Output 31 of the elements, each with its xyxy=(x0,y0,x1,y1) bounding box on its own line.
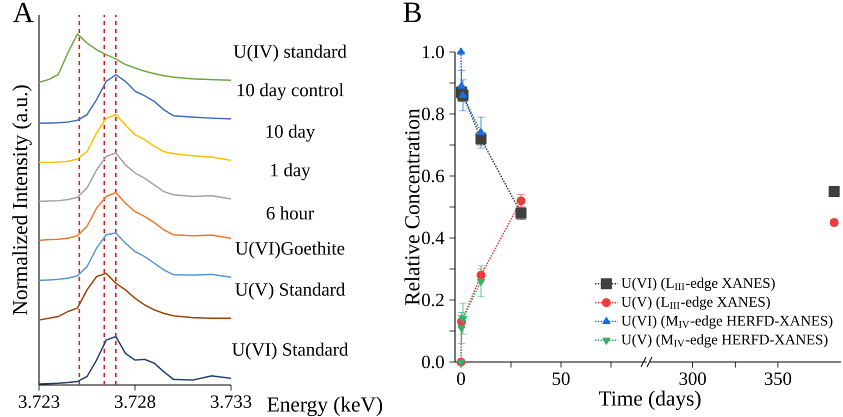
text: 1 day xyxy=(271,163,310,180)
x-tick-label: 300 xyxy=(680,372,706,385)
chart-title: B xyxy=(404,2,421,22)
series-label: U(VI)Goethite xyxy=(235,242,344,259)
y-axis-title: Relative Concentration xyxy=(404,108,420,306)
legend-label: U(VI) (L$_{III}$-edge XANES) xyxy=(621,278,775,291)
legend-label: U(V) (M$_{IV}$-edge HERFD-XANES) xyxy=(621,334,828,348)
x-tick-label: 3.728 xyxy=(114,395,156,408)
y-axis-title: Normalized Intensity (a.u.) xyxy=(12,85,32,315)
y-tick-label: 0.8 xyxy=(422,108,444,120)
y-tick-label: 0.0 xyxy=(422,356,444,368)
series-label: 10 day control xyxy=(238,83,344,100)
x-tick-label: 350 xyxy=(764,372,792,385)
legend-label: U(V) (L$_{III}$-edge XANES) xyxy=(621,296,770,310)
text: 6 hour xyxy=(266,206,314,220)
y-tick-label: 0.2 xyxy=(422,294,444,306)
x-tick-label: 0 xyxy=(457,372,465,385)
x-tick-label: 3.733 xyxy=(210,395,252,408)
y-tick-label: 1.0 xyxy=(422,46,444,58)
x-axis-title: Energy (keV) xyxy=(267,396,382,416)
x-tick-label: 3.723 xyxy=(18,395,60,408)
chart-title: A xyxy=(13,2,34,22)
legend-label: U(VI) (M$_{IV}$-edge HERFD-XANES) xyxy=(621,315,832,329)
text: 10 day xyxy=(266,124,316,142)
y-tick-label: 0.6 xyxy=(422,170,444,182)
series-label: U(VI) Standard xyxy=(232,342,348,360)
series-label: U(IV) standard xyxy=(234,44,347,62)
y-tick-label: 0.4 xyxy=(422,232,444,244)
x-tick-label: 50 xyxy=(552,372,570,385)
x-axis-title: Time (days) xyxy=(598,390,700,410)
series-label: U(V) Standard xyxy=(235,282,345,300)
